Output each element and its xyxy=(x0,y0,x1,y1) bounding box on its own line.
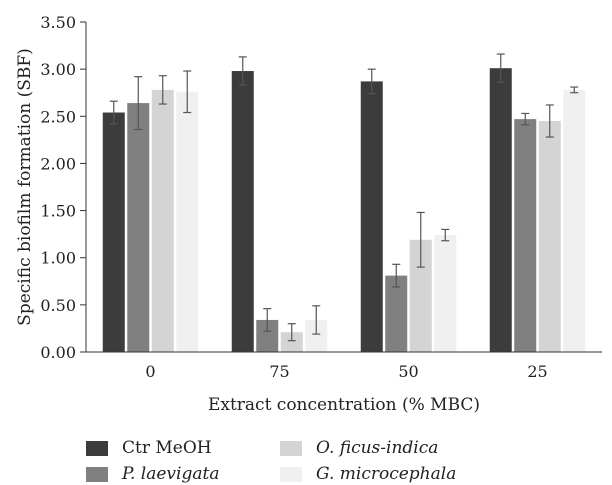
bar-p-laevigata xyxy=(514,119,536,352)
bar-g-microcephala xyxy=(563,90,585,352)
y-axis-ticks: 0.00 0.50 1.00 1.50 2.00 2.50 3.00 3.50 xyxy=(40,13,86,362)
bar-g-microcephala xyxy=(176,92,198,352)
x-tick-label: 50 xyxy=(398,362,418,381)
y-tick-label: 2.50 xyxy=(40,107,76,126)
y-tick-label: 0.00 xyxy=(40,343,76,362)
x-axis-title: Extract concentration (% MBC) xyxy=(208,395,480,415)
bar-ctr-meoh xyxy=(232,71,254,352)
bar-ctr-meoh xyxy=(490,68,512,352)
bar-g-microcephala xyxy=(434,235,456,352)
bar-o-ficus-indica xyxy=(152,90,174,352)
x-tick-label: 0 xyxy=(145,362,155,381)
y-tick-label: 3.50 xyxy=(40,13,76,32)
x-axis-ticks: 0 75 50 25 xyxy=(145,362,547,381)
x-tick-label: 25 xyxy=(527,362,547,381)
y-axis-title: Specific biofilm formation (SBF) xyxy=(15,48,35,326)
y-tick-label: 1.00 xyxy=(40,249,76,268)
bar-ctr-meoh xyxy=(361,81,383,352)
y-tick-label: 1.50 xyxy=(40,202,76,221)
bar-p-laevigata xyxy=(127,103,149,352)
x-tick-label: 75 xyxy=(269,362,289,381)
y-tick-label: 3.00 xyxy=(40,60,76,79)
bars xyxy=(103,68,586,352)
bar-ctr-meoh xyxy=(103,113,125,352)
y-tick-label: 0.50 xyxy=(40,296,76,315)
y-tick-label: 2.00 xyxy=(40,154,76,173)
bar-o-ficus-indica xyxy=(539,121,561,352)
